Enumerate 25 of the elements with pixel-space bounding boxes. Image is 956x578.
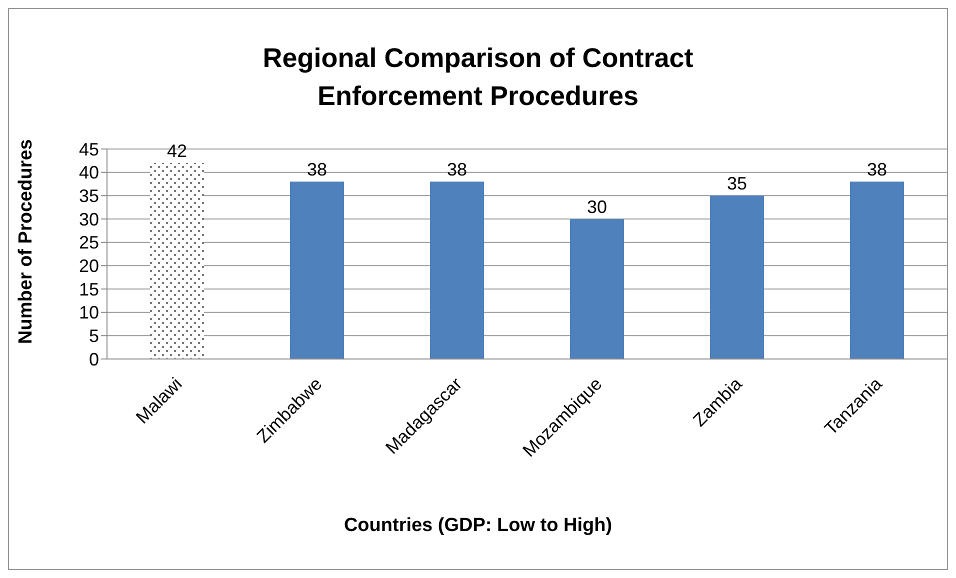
y-tick-label: 25 — [78, 232, 99, 253]
y-tick-label: 40 — [78, 162, 99, 183]
y-tick-label: 10 — [78, 302, 99, 323]
y-tick-label: 5 — [88, 326, 99, 346]
y-tick-label: 35 — [78, 186, 99, 206]
y-tick-label: 20 — [78, 256, 99, 276]
y-tick-label: 0 — [88, 349, 99, 370]
y-tick-label: 45 — [78, 139, 99, 160]
bar — [570, 219, 624, 359]
y-tick-label: 30 — [78, 209, 99, 230]
data-label: 35 — [726, 174, 748, 194]
bar — [150, 163, 204, 359]
data-label: 30 — [586, 197, 608, 217]
y-tick-label: 15 — [78, 279, 99, 300]
bar — [850, 182, 904, 359]
bar — [710, 196, 764, 359]
data-label: 42 — [166, 141, 188, 161]
data-label: 38 — [866, 160, 888, 180]
bar — [290, 182, 344, 359]
data-label: 38 — [306, 160, 328, 180]
bar — [430, 182, 484, 359]
x-axis-title: Countries (GDP: Low to High) — [342, 515, 614, 537]
chart-title: Regional Comparison of Contract Enforcement Procedures — [262, 42, 694, 113]
y-axis-title: Number of Procedures — [16, 139, 37, 344]
data-label: 38 — [446, 160, 468, 180]
